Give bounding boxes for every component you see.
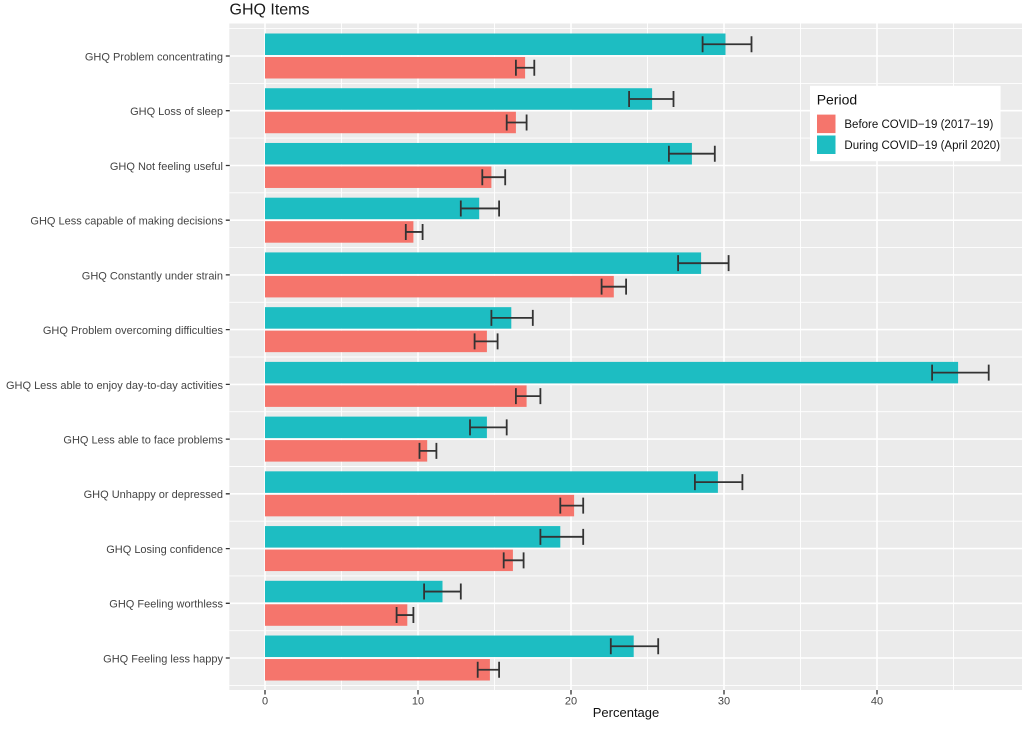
svg-text:GHQ Problem overcoming difficu: GHQ Problem overcoming difficulties xyxy=(43,325,224,337)
svg-text:GHQ Less able to face problems: GHQ Less able to face problems xyxy=(63,435,223,447)
svg-text:GHQ Unhappy or depressed: GHQ Unhappy or depressed xyxy=(84,489,223,501)
svg-text:GHQ Losing confidence: GHQ Losing confidence xyxy=(106,544,223,556)
svg-text:GHQ Feeling less happy: GHQ Feeling less happy xyxy=(103,653,223,665)
svg-text:Period: Period xyxy=(817,91,857,107)
svg-text:GHQ Not feeling useful: GHQ Not feeling useful xyxy=(110,161,223,173)
svg-text:GHQ Problem concentrating: GHQ Problem concentrating xyxy=(85,51,223,63)
svg-text:During COVID−19 (April 2020): During COVID−19 (April 2020) xyxy=(844,140,1000,152)
svg-text:GHQ Constantly under strain: GHQ Constantly under strain xyxy=(82,270,223,282)
svg-text:Before COVID−19 (2017−19): Before COVID−19 (2017−19) xyxy=(844,119,993,131)
svg-text:GHQ Less able to enjoy day-to-: GHQ Less able to enjoy day-to-day activi… xyxy=(6,380,224,392)
svg-text:GHQ Feeling worthless: GHQ Feeling worthless xyxy=(109,599,223,611)
svg-text:40: 40 xyxy=(871,696,883,708)
svg-text:GHQ Less capable of making dec: GHQ Less capable of making decisions xyxy=(30,216,223,228)
svg-text:30: 30 xyxy=(718,696,730,708)
svg-text:10: 10 xyxy=(412,696,424,708)
svg-text:20: 20 xyxy=(565,696,577,708)
svg-text:GHQ Items: GHQ Items xyxy=(230,2,310,19)
svg-text:Percentage: Percentage xyxy=(593,705,660,720)
svg-text:0: 0 xyxy=(262,696,268,708)
svg-text:GHQ Loss of sleep: GHQ Loss of sleep xyxy=(130,106,223,118)
